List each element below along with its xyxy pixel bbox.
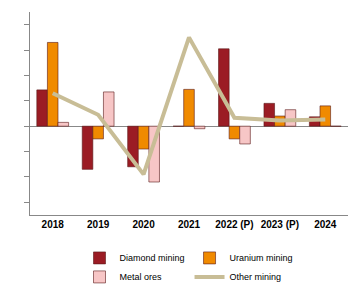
svg-text:Diamond mining: Diamond mining [120,253,185,263]
svg-text:Uranium mining: Uranium mining [230,253,293,263]
svg-text:2019: 2019 [87,219,110,230]
svg-text:2023 (P): 2023 (P) [261,219,299,230]
svg-text:2024: 2024 [314,219,337,230]
svg-text:Metal ores: Metal ores [120,272,163,282]
svg-text:2020: 2020 [132,219,155,230]
svg-text:2018: 2018 [42,219,65,230]
svg-text:Other mining: Other mining [230,272,282,282]
svg-text:2022 (P): 2022 (P) [215,219,253,230]
svg-text:2021: 2021 [178,219,201,230]
